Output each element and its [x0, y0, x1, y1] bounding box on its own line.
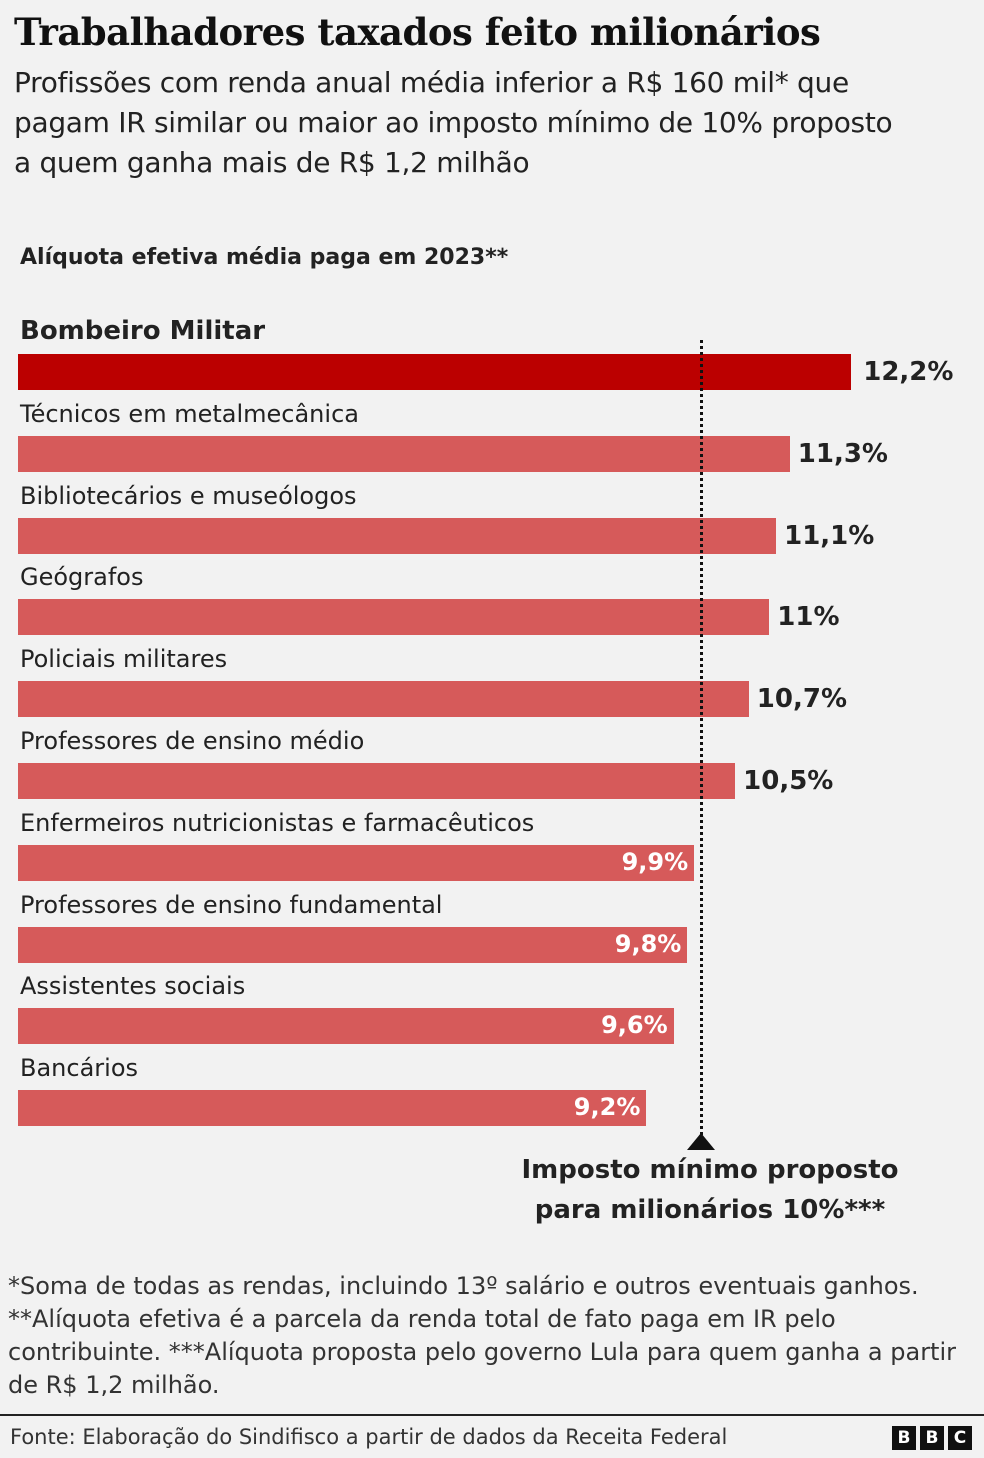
bbc-logo-letter: B — [892, 1426, 916, 1450]
value-label: 10,7% — [756, 684, 847, 715]
bar — [18, 354, 852, 390]
bar — [18, 1008, 674, 1045]
category-label: Geógrafos — [20, 563, 144, 592]
value-label: 9,6% — [601, 1011, 668, 1040]
bar — [18, 599, 770, 636]
bbc-logo-letter: B — [920, 1426, 944, 1450]
category-label: Bibliotecários e museólogos — [20, 481, 357, 510]
bar — [18, 763, 736, 799]
category-label: Técnicos em metalmecânica — [20, 399, 359, 428]
category-label: Professores de ensino médio — [20, 727, 365, 755]
footnotes: *Soma de todas as rendas, incluindo 13º … — [8, 1272, 956, 1399]
category-label: Bombeiro Militar — [20, 316, 266, 346]
bar — [18, 517, 777, 554]
chart-title: Trabalhadores taxados feito milionários — [14, 10, 821, 54]
value-label: 9,9% — [621, 847, 689, 876]
category-label: Enfermeiros nutricionistas e farmacêutic… — [20, 808, 535, 837]
category-label: Bancários — [20, 1054, 139, 1083]
bar — [18, 1090, 647, 1127]
divider — [0, 1414, 984, 1416]
category-label: Assistentes sociais — [20, 972, 246, 1001]
bar — [18, 681, 749, 718]
source-text: Fonte: Elaboração do Sindifisco a partir… — [10, 1425, 728, 1449]
reference-line-label: Imposto mínimo proposto para milionários… — [521, 1155, 899, 1225]
value-label: 12,2% — [863, 357, 954, 387]
value-label: 11,3% — [797, 438, 888, 469]
axis-title: Alíquota efetiva média paga em 2023** — [20, 245, 509, 270]
value-label: 10,5% — [743, 766, 834, 796]
bbc-logo: B B C — [892, 1426, 972, 1450]
bbc-logo-letter: C — [948, 1426, 972, 1450]
value-label: 9,2% — [573, 1093, 641, 1122]
value-label: 9,8% — [614, 929, 682, 958]
chart-subtitle: Profissões com renda anual média inferio… — [14, 66, 893, 179]
category-label: Professores de ensino fundamental — [20, 890, 443, 919]
bar — [18, 844, 695, 881]
value-label: 11% — [777, 602, 840, 633]
reference-arrow-icon — [687, 1133, 715, 1150]
bar — [18, 435, 790, 472]
value-label: 11,1% — [784, 520, 875, 551]
bar — [18, 926, 688, 963]
category-label: Policiais militares — [20, 645, 228, 674]
reference-line — [700, 340, 703, 1135]
